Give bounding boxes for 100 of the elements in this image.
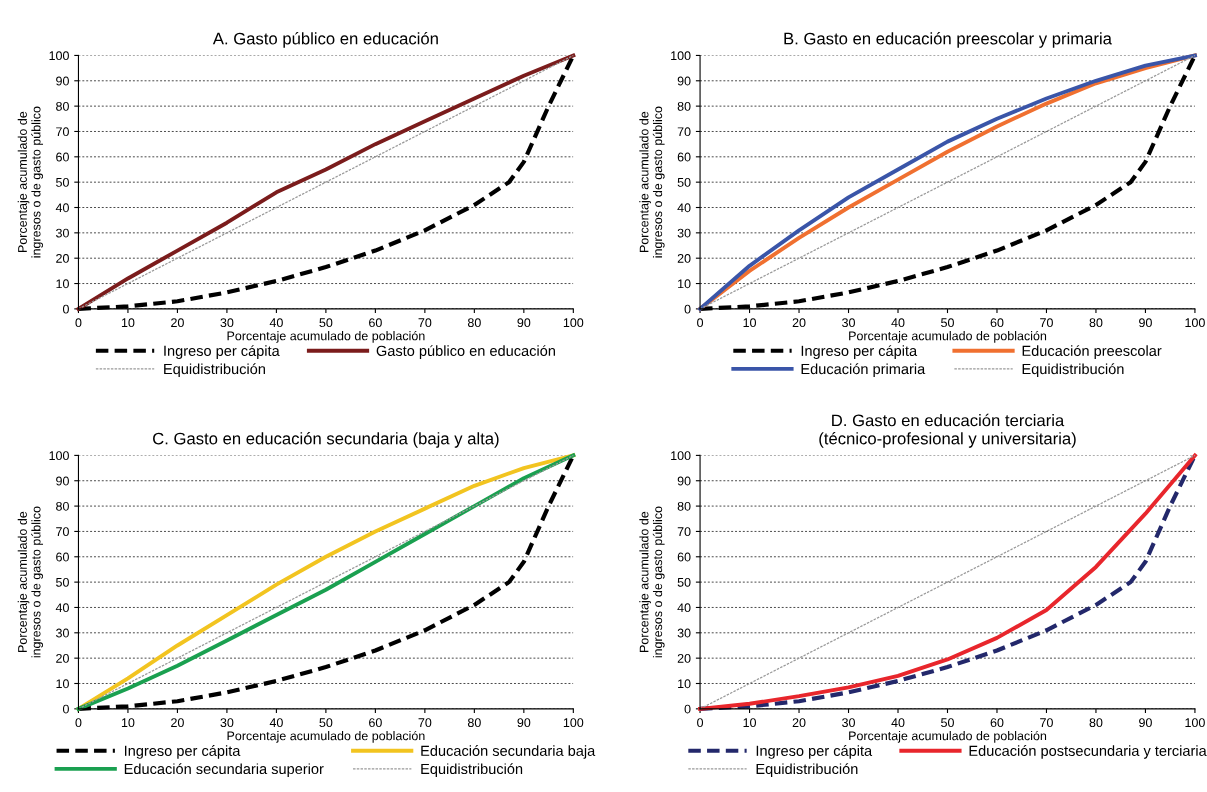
- y-tick-label: 90: [56, 476, 69, 486]
- y-tick-label: 0: [684, 704, 691, 714]
- x-tick-label: 100: [1185, 318, 1205, 328]
- x-tick-label: 80: [1089, 718, 1103, 728]
- x-tick-label: 60: [990, 718, 1004, 728]
- chart-title: C. Gasto en educación secundaria (baja y alta): [153, 432, 499, 448]
- y-tick-label: 40: [55, 203, 69, 213]
- x-axis-title: Porcentaje acumulado de población: [227, 330, 425, 343]
- y-tick-label: 80: [56, 501, 69, 511]
- x-tick-label: 90: [1139, 718, 1152, 728]
- y-tick-label: 40: [677, 203, 691, 213]
- y-tick-label: 0: [62, 704, 69, 714]
- x-tick-label: 20: [171, 318, 184, 328]
- x-tick-label: 70: [1040, 718, 1053, 728]
- y-tick-label: 100: [671, 51, 691, 61]
- y-tick-label: 20: [677, 253, 691, 263]
- y-tick-label: 20: [677, 653, 691, 663]
- y-tick-label: 80: [677, 101, 691, 111]
- y-tick-label: 70: [677, 527, 691, 537]
- y-tick-label: 10: [678, 679, 691, 689]
- x-axis-title: Porcentaje acumulado de población: [227, 730, 425, 743]
- x-tick-label: 20: [792, 718, 806, 728]
- x-tick-label: 30: [842, 718, 855, 728]
- x-tick-label: 10: [743, 718, 757, 728]
- y-tick-label: 30: [677, 228, 691, 238]
- x-tick-label: 60: [369, 318, 382, 328]
- y-tick-label: 50: [56, 177, 69, 187]
- y-tick-label: 70: [56, 527, 69, 537]
- legend-label: Equidistribución: [164, 363, 265, 378]
- x-tick-label: 70: [1040, 318, 1053, 328]
- y-tick-label: 100: [671, 451, 691, 461]
- y-tick-label: 20: [56, 653, 69, 663]
- x-tick-label: 100: [563, 718, 584, 728]
- x-tick-label: 80: [1089, 318, 1103, 328]
- x-tick-label: 60: [369, 718, 382, 728]
- y-tick-label: 40: [677, 603, 691, 613]
- x-tick-label: 0: [75, 318, 82, 328]
- y-axis-title: Porcentaje acumulado de ingresos o de gasto público: [17, 506, 44, 658]
- y-tick-label: 30: [56, 228, 69, 238]
- x-tick-label: 30: [842, 318, 855, 328]
- y-tick-label: 90: [56, 76, 69, 86]
- x-tick-label: 70: [418, 718, 432, 728]
- x-tick-label: 50: [941, 718, 954, 728]
- y-tick-label: 30: [56, 628, 69, 638]
- y-tick-label: 60: [677, 552, 691, 562]
- x-tick-label: 0: [75, 718, 82, 728]
- y-tick-label: 10: [56, 279, 69, 289]
- chart-title: A. Gasto público en educación: [212, 32, 438, 48]
- y-tick-label: 20: [56, 253, 69, 263]
- y-tick-label: 0: [684, 304, 691, 314]
- y-axis-title: Porcentaje acumulado de ingresos o de gasto público: [17, 106, 44, 258]
- legend-label: Educación secundaria superior: [124, 763, 324, 777]
- x-tick-label: 30: [220, 718, 234, 728]
- y-tick-label: 70: [56, 127, 69, 137]
- x-tick-label: 40: [269, 318, 283, 328]
- legend-label: Equidistribución: [421, 763, 523, 777]
- y-tick-label: 0: [62, 304, 69, 314]
- x-tick-label: 50: [319, 718, 333, 728]
- y-tick-label: 70: [677, 127, 691, 137]
- x-tick-label: 90: [517, 318, 531, 328]
- y-tick-label: 60: [56, 552, 69, 562]
- x-tick-label: 100: [563, 318, 584, 328]
- legend-label: Ingreso per cápita: [756, 745, 873, 759]
- x-tick-label: 10: [743, 318, 757, 328]
- legend-label: Ingreso per cápita: [124, 745, 241, 759]
- y-tick-label: 50: [677, 177, 691, 187]
- legend-label: Educación primaria: [801, 363, 926, 378]
- y-tick-label: 90: [677, 76, 691, 86]
- y-tick-label: 10: [678, 279, 691, 289]
- y-tick-label: 40: [55, 603, 69, 613]
- y-tick-label: 100: [49, 451, 69, 461]
- y-tick-label: 80: [677, 501, 691, 511]
- y-tick-label: 80: [56, 101, 69, 111]
- y-tick-label: 60: [56, 152, 69, 162]
- legend-label: Gasto público en educación: [376, 345, 555, 359]
- x-tick-label: 60: [990, 318, 1004, 328]
- x-tick-label: 0: [697, 318, 704, 328]
- x-tick-label: 40: [269, 718, 283, 728]
- x-tick-label: 30: [220, 318, 234, 328]
- x-axis-title: Porcentaje acumulado de población: [849, 330, 1047, 343]
- x-tick-label: 100: [1185, 718, 1205, 728]
- x-axis-title: Porcentaje acumulado de población: [849, 730, 1047, 743]
- x-tick-label: 10: [121, 718, 135, 728]
- x-tick-label: 50: [319, 318, 333, 328]
- y-axis-title: Porcentaje acumulado de ingresos o de gasto público: [639, 506, 665, 658]
- chart-title: B. Gasto en educación preescolar y primaria: [784, 32, 1112, 48]
- legend-label: Equidistribución: [756, 763, 858, 777]
- x-tick-label: 80: [467, 318, 481, 328]
- x-tick-label: 80: [467, 718, 481, 728]
- x-tick-label: 20: [171, 718, 184, 728]
- legend-label: Educación secundaria baja: [421, 745, 596, 759]
- legend-label: Ingreso per cápita: [164, 345, 280, 359]
- legend-label: Ingreso per cápita: [801, 345, 918, 359]
- chart-title: D. Gasto en educación terciaria (técnico-profesional y universitaria): [819, 413, 1076, 448]
- legend-label: Educación preescolar: [1022, 345, 1162, 359]
- x-tick-label: 90: [1139, 318, 1152, 328]
- y-tick-label: 30: [677, 628, 691, 638]
- x-tick-label: 50: [941, 318, 954, 328]
- legend-label: Educación postsecundaria y terciaria: [969, 745, 1207, 759]
- x-tick-label: 40: [891, 318, 905, 328]
